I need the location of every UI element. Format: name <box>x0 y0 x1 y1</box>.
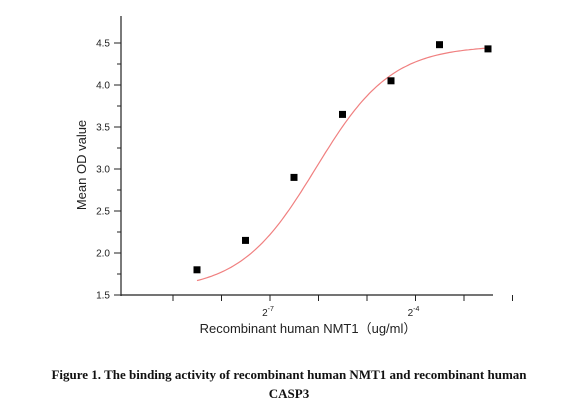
figure-caption: Figure 1. The binding activity of recomb… <box>51 367 527 382</box>
y-ticks: 1.5 2.0 2.5 3.0 3.5 4.0 4.5 <box>96 39 121 302</box>
data-point <box>290 173 298 181</box>
x-axis-title: Recombinant human NMT1（ug/ml） <box>200 321 417 336</box>
y-tick-label: 3.5 <box>96 123 110 134</box>
axes <box>120 16 493 296</box>
y-axis-title: Mean OD value <box>74 120 89 210</box>
figure-caption-continued: CASP3 <box>268 386 310 401</box>
data-points <box>193 41 492 274</box>
y-tick-label: 4.0 <box>96 81 110 92</box>
x-ticks: 2-7 2-4 <box>172 295 513 319</box>
data-point <box>484 45 492 53</box>
y-tick-label: 1.5 <box>96 291 110 302</box>
data-point <box>436 41 443 49</box>
data-point <box>387 77 395 85</box>
y-tick-label: 4.5 <box>96 39 110 50</box>
y-tick-label: 2.0 <box>96 249 110 260</box>
fit-curve <box>196 47 489 282</box>
data-point <box>242 236 249 244</box>
x-tick-label: 2-4 <box>408 306 420 319</box>
data-point <box>339 110 346 118</box>
y-tick-label: 3.0 <box>96 165 110 176</box>
x-tick-label: 2-7 <box>262 306 274 319</box>
chart: 1.5 2.0 2.5 3.0 3.5 4.0 4.5 2-7 2-4 Mean OD val… <box>74 16 513 336</box>
y-tick-label: 2.5 <box>96 207 110 218</box>
data-point <box>193 266 201 274</box>
